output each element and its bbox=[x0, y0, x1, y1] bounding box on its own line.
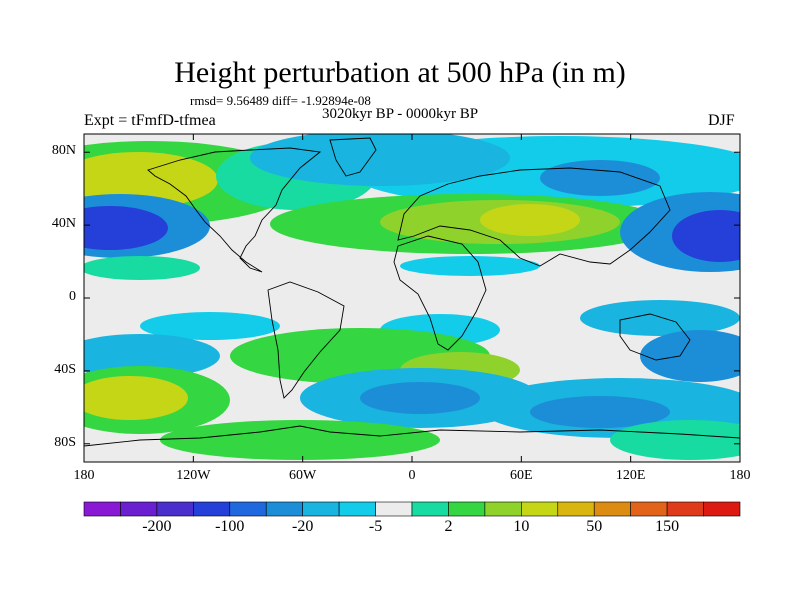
field-cell-trop-ind bbox=[400, 256, 540, 276]
coast-eurasia bbox=[397, 167, 671, 267]
colorbar-swatch bbox=[229, 501, 267, 517]
field-cell-trop-south-pac bbox=[140, 312, 280, 340]
colorbar-label: -200 bbox=[142, 518, 172, 535]
field-cell-eurasia-north-core bbox=[540, 160, 660, 196]
field-cell-antarctic-pos bbox=[160, 420, 440, 460]
x-tick-label: 120W bbox=[176, 468, 211, 483]
x-tick-label: 180 bbox=[729, 468, 751, 483]
coast-south-america bbox=[267, 281, 345, 399]
colorbar-swatch bbox=[630, 501, 668, 517]
axis-ticks bbox=[83, 134, 741, 462]
x-tick-label: 60E bbox=[510, 468, 533, 483]
x-tick-label: 180 bbox=[73, 468, 95, 483]
x-tick-label: 0 bbox=[408, 468, 416, 483]
colorbar-label: 50 bbox=[586, 518, 603, 535]
field-cell-trop-pac bbox=[84, 256, 200, 280]
colorbar-swatch bbox=[83, 501, 121, 517]
field-cell-sh-neg-core bbox=[360, 382, 480, 414]
coast-north-america bbox=[147, 147, 322, 273]
colorbar-label: 150 bbox=[655, 518, 680, 535]
field-cell-south-aus-neg bbox=[640, 330, 740, 382]
field-cell-south-pac-neg bbox=[84, 334, 220, 378]
colorbar-swatch bbox=[302, 501, 340, 517]
field-cell-sh-pos4 bbox=[84, 376, 188, 420]
period-subtitle: 3020kyr BP - 0000kyr BP bbox=[321, 106, 479, 122]
colorbar-label: 10 bbox=[513, 518, 530, 535]
field-cell-sh-neg-east-core bbox=[530, 396, 670, 428]
coast-greenland bbox=[329, 137, 377, 177]
chart-title: Height perturbation at 500 hPa (in m) bbox=[174, 56, 626, 89]
colorbar-swatch bbox=[521, 501, 559, 517]
colorbar-label: -100 bbox=[215, 518, 245, 535]
contour-field bbox=[84, 134, 740, 462]
field-cell-trop-wpac bbox=[580, 300, 740, 336]
field-cell-wpac-neg-core bbox=[84, 206, 168, 250]
colorbar-swatch bbox=[666, 501, 704, 517]
coast-australia bbox=[619, 313, 691, 361]
colorbar-swatch bbox=[265, 501, 303, 517]
colorbar bbox=[83, 501, 741, 517]
y-tick-label: 80S bbox=[54, 434, 76, 450]
colorbar-swatch bbox=[120, 501, 158, 517]
y-tick-label: 80N bbox=[51, 143, 76, 159]
experiment-label: Expt = tFmfD-tfmea bbox=[84, 112, 216, 129]
field-cell-epac-neg-core bbox=[672, 210, 740, 262]
stats-text: rmsd= 9.56489 diff= -1.92894e-08 bbox=[190, 93, 371, 108]
colorbar-swatch bbox=[375, 501, 413, 517]
field-cell-npac-pos3 bbox=[84, 152, 218, 208]
coast-antarctica bbox=[84, 425, 740, 447]
coastlines bbox=[84, 137, 740, 447]
colorbar-swatch bbox=[593, 501, 631, 517]
y-tick-label: 40S bbox=[54, 361, 76, 377]
colorbar-swatch bbox=[557, 501, 595, 517]
x-tick-label: 120E bbox=[615, 468, 646, 483]
season-label: DJF bbox=[708, 112, 735, 129]
x-tick-label: 60W bbox=[289, 468, 317, 483]
colorbar-swatch bbox=[703, 501, 741, 517]
colorbar-label: 2 bbox=[444, 518, 453, 535]
y-tick-label: 40N bbox=[51, 216, 76, 232]
colorbar-swatch bbox=[156, 501, 194, 517]
colorbar-label: -5 bbox=[368, 518, 383, 535]
coast-africa bbox=[393, 235, 487, 351]
y-tick-label: 0 bbox=[69, 289, 76, 304]
colorbar-swatch bbox=[193, 501, 231, 517]
field-cell-antarctic-pos-east bbox=[610, 420, 740, 460]
field-cell-arctic-neg bbox=[250, 134, 510, 186]
field-cell-midlat-pos4 bbox=[480, 204, 580, 236]
colorbar-swatch bbox=[448, 501, 486, 517]
colorbar-swatch bbox=[411, 501, 449, 517]
colorbar-label: -20 bbox=[291, 518, 314, 535]
colorbar-swatch bbox=[338, 501, 376, 517]
colorbar-swatch bbox=[484, 501, 522, 517]
